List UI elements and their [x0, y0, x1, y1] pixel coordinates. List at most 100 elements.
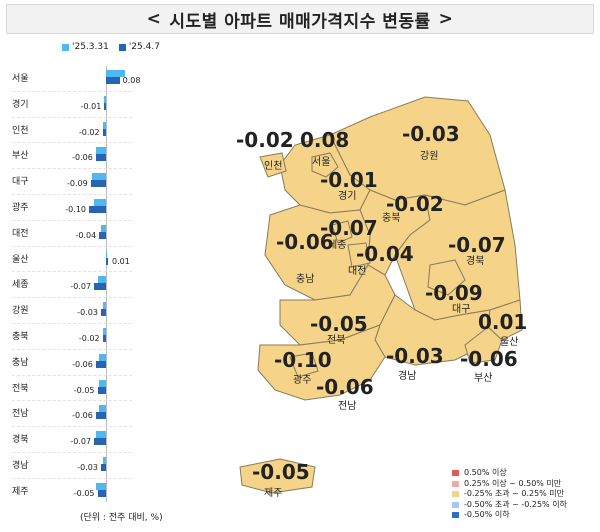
bar-series-1 [102, 302, 106, 310]
map-value-label: 0.08 [300, 128, 350, 152]
map-region-name: 전북 [327, 335, 346, 346]
bar-series-1 [95, 147, 106, 155]
map-value-label: -0.06 [460, 347, 518, 371]
bar-category-label: 강원 [12, 306, 29, 317]
map-legend-label: 0.50% 이상 [464, 468, 507, 478]
row-separator [12, 168, 132, 170]
bar-value-label: -0.09 [67, 179, 88, 189]
map-region-seoul [311, 152, 339, 178]
bar-legend: '25.3.31 '25.4.7 [62, 42, 160, 52]
map-legend-row: -0.25% 초과 ~ 0.25% 미만 [452, 489, 567, 500]
bar-series-1 [94, 199, 106, 206]
bar-series-2 [102, 128, 106, 136]
bar-value-label: -0.03 [77, 308, 98, 318]
bar-series-1 [102, 457, 106, 464]
map-region-name: 광주 [293, 375, 312, 386]
map-value-label: -0.03 [402, 122, 460, 146]
bar-category-label: 전북 [12, 383, 29, 394]
map-region-name: 강원 [420, 151, 439, 162]
row-separator [12, 219, 132, 221]
map-region-name: 충북 [382, 213, 401, 224]
map-legend-label: -0.50% 초과 ~ -0.25% 이하 [464, 499, 567, 509]
map-value-label: -0.09 [425, 281, 483, 305]
bar-category-label: 제주 [12, 486, 29, 497]
map-legend-swatch [452, 491, 459, 498]
map-region-incheon [259, 152, 287, 178]
bar-value-label: -0.02 [78, 334, 100, 343]
row-separator [12, 194, 132, 195]
map-region-daegu [427, 259, 466, 296]
bar-value-label: -0.02 [78, 127, 100, 137]
bar-series-1 [97, 276, 106, 284]
row-separator [12, 400, 132, 402]
map-legend-swatch [452, 512, 459, 519]
bar-value-label: -0.07 [70, 437, 92, 447]
bar-series-2 [95, 154, 106, 162]
korea-map [239, 96, 523, 494]
map-region-name: 경기 [338, 191, 357, 202]
map-legend-row: 0.50% 이상 [452, 468, 567, 479]
map-legend-label: -0.25% 초과 ~ 0.25% 미만 [464, 489, 565, 499]
bar-series-1 [106, 70, 125, 77]
bar-series-2 [90, 180, 106, 188]
bar-value-label: 0.08 [122, 76, 141, 85]
map-legend-row: -0.50% 이하 [452, 510, 567, 521]
bar-category-label: 대전 [12, 228, 29, 239]
map-region-ulsan [487, 299, 523, 341]
map-value-label: -0.05 [310, 312, 368, 336]
map-value-label: -0.06 [276, 230, 334, 254]
map-value-label: -0.02 [386, 192, 444, 216]
bar-value-label: -0.06 [72, 359, 93, 369]
map-value-label: -0.04 [356, 242, 414, 266]
bar-category-label: 인천 [12, 125, 29, 136]
row-separator [12, 142, 132, 144]
map-value-label: -0.07 [448, 233, 506, 257]
map-region-name: 세종 [328, 240, 347, 251]
map-value-label: -0.03 [386, 344, 444, 368]
bar-series-1 [99, 353, 106, 361]
bar-series-1 [102, 328, 106, 335]
bar-series-2 [95, 412, 106, 420]
map-region-sejong [331, 220, 353, 244]
chevron-left-icon: < [146, 9, 162, 29]
chevron-right-icon: > [438, 9, 454, 29]
chart-title: 시도별 아파트 매매가격지수 변동률 [169, 11, 431, 32]
bar-category-label: 광주 [12, 203, 29, 213]
bar-series-1 [104, 95, 106, 103]
map-legend: 0.50% 이상 0.25% 이상 ~ 0.50% 미만 -0.25% 초과 ~… [452, 468, 567, 521]
map-value-label: -0.02 [236, 128, 294, 152]
legend-item-series-2: '25.4.7 [118, 42, 160, 52]
bar-series-1 [95, 482, 106, 490]
bar-value-label: -0.06 [72, 411, 93, 421]
bar-category-label: 경북 [12, 435, 29, 446]
legend-swatch-series-2 [118, 43, 126, 51]
map-legend-swatch [452, 480, 459, 487]
bar-series-2 [102, 335, 106, 342]
bar-series-2 [89, 206, 106, 213]
row-separator [12, 374, 132, 376]
bar-series-1 [92, 173, 106, 181]
bar-series-2 [104, 102, 106, 110]
map-region-jeju [239, 458, 316, 494]
bar-category-label: 충남 [12, 357, 29, 368]
row-separator [12, 477, 132, 479]
bar-series-1 [100, 224, 106, 232]
bar-series-2 [97, 386, 106, 394]
map-region-name: 서울 [312, 157, 331, 168]
bar-value-label: -0.04 [75, 230, 97, 240]
map-region-name: 경북 [466, 256, 485, 267]
legend-label-series-2: '25.4.7 [128, 42, 160, 52]
map-region-name: 부산 [474, 373, 493, 384]
map-region-name: 울산 [500, 337, 519, 348]
bar-category-label: 전남 [12, 409, 29, 420]
map-value-label: 0.01 [478, 310, 528, 334]
map-value-label: -0.01 [320, 168, 378, 192]
bar-value-label: -0.10 [65, 205, 86, 214]
bar-category-label: 서울 [12, 74, 29, 84]
bar-series-2 [97, 489, 106, 497]
bar-series-2 [100, 309, 106, 317]
bar-category-label: 부산 [12, 151, 29, 162]
map-value-label: -0.06 [316, 375, 374, 399]
map-value-label: -0.10 [274, 348, 332, 372]
bar-series-2 [99, 231, 106, 239]
